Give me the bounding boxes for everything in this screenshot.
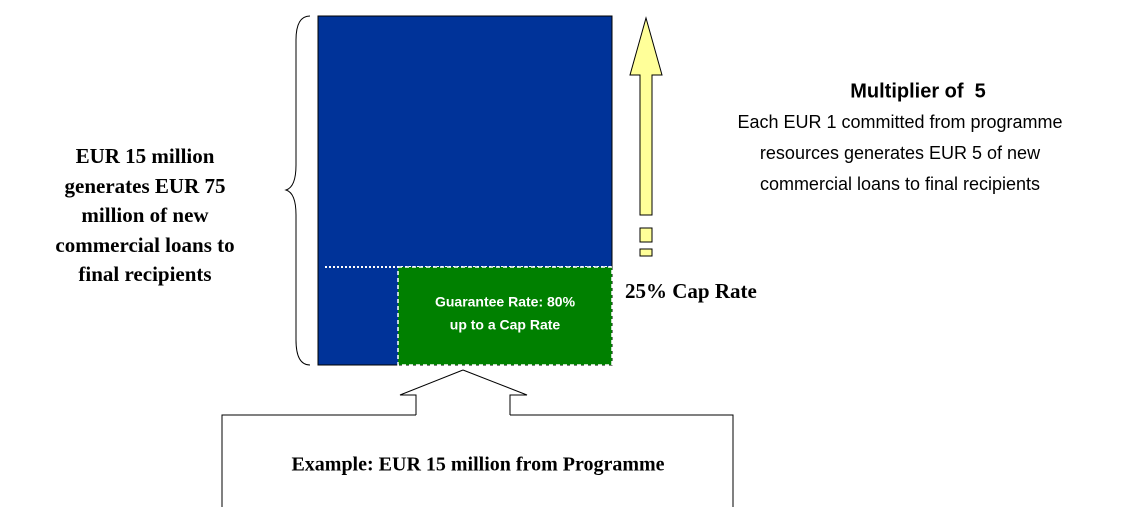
guarantee-text: Guarantee Rate: 80% (435, 294, 576, 310)
left-text: final recipients (78, 262, 211, 286)
multiplier-title: Multiplier of 5 (850, 80, 986, 102)
left-text: generates EUR 75 (65, 174, 226, 198)
brace (284, 15, 311, 366)
multiplier-text: Each EUR 1 committed from programme (737, 112, 1062, 132)
example-arrow (399, 369, 464, 415)
example-arrow (462, 369, 528, 415)
example-text: Example: EUR 15 million from Programme (291, 454, 664, 476)
guarantee-text: up to a Cap Rate (450, 317, 561, 333)
multiplier-text: resources generates EUR 5 of new (760, 143, 1041, 163)
cap-rate-label: 25% Cap Rate (625, 279, 757, 303)
up-arrow (629, 16, 663, 216)
arrow-dash (639, 248, 653, 257)
guarantee-block (397, 266, 613, 366)
example-box (221, 414, 734, 507)
left-text: million of new (81, 203, 209, 227)
left-text: commercial loans to (55, 233, 234, 257)
left-text: EUR 15 million (76, 144, 215, 168)
multiplier-text: commercial loans to final recipients (760, 174, 1040, 194)
arrow-dash (639, 227, 653, 243)
